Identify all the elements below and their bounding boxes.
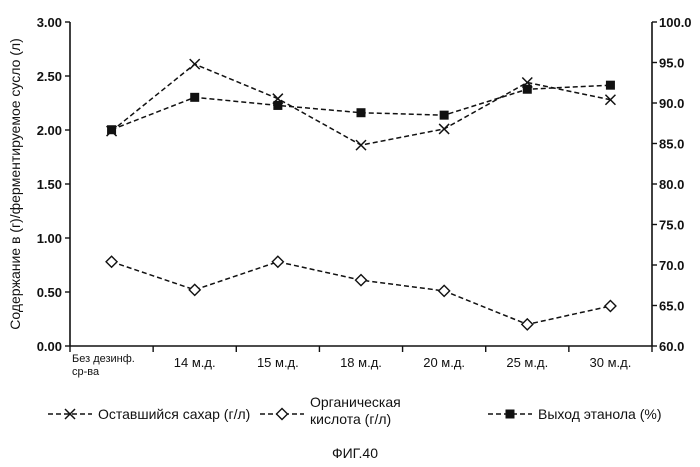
data-point-1 [356, 140, 366, 150]
right-tick-label: 60.0 [659, 339, 684, 354]
legend-label-2: Органическая [310, 394, 401, 410]
data-point-1 [439, 124, 449, 134]
data-point-3 [273, 101, 282, 110]
legend-label-3: Выход этанола (%) [538, 406, 661, 422]
chart-axes [70, 22, 652, 346]
x-tick-label: ср-ва [72, 366, 100, 378]
data-point-3 [606, 81, 615, 90]
right-tick-label: 70.0 [659, 258, 684, 273]
right-tick-label: 80.0 [659, 177, 684, 192]
x-tick-label: 14 м.д. [174, 355, 216, 370]
left-tick-label: 2.00 [37, 123, 62, 138]
legend-marker-3 [506, 410, 515, 419]
data-point-3 [523, 85, 532, 94]
left-tick-label: 0.00 [37, 339, 62, 354]
chart-legend: Оставшийся сахар (г/л) Органическаякислот… [48, 394, 661, 427]
left-tick-label: 1.50 [37, 177, 62, 192]
right-tick-label: 65.0 [659, 299, 684, 314]
x-tick-label: 25 м.д. [506, 355, 548, 370]
left-tick-label: 1.00 [37, 231, 62, 246]
right-tick-label: 75.0 [659, 218, 684, 233]
x-tick-label: Без дезинф. [72, 353, 135, 365]
series-line-2 [112, 262, 611, 325]
series-line-1 [112, 64, 611, 145]
right-tick-label: 100.0 [659, 15, 692, 30]
x-tick-label: 30 м.д. [590, 355, 632, 370]
legend-label-2: кислота (г/л) [310, 411, 391, 427]
legend-marker-2 [277, 409, 288, 420]
data-point-2 [189, 284, 200, 295]
y-axis-label: Содержание в (г)/ферментируемое сусло (л… [7, 38, 23, 330]
data-point-2 [439, 285, 450, 296]
data-point-2 [522, 319, 533, 330]
chart-series [106, 59, 616, 330]
series-line-3 [112, 85, 611, 130]
right-tick-label: 95.0 [659, 56, 684, 71]
x-tick-label: 20 м.д. [423, 355, 465, 370]
x-tick-label: 18 м.д. [340, 355, 382, 370]
left-tick-label: 0.50 [37, 285, 62, 300]
data-point-2 [272, 256, 283, 267]
figure-caption: ФИГ.40 [332, 445, 378, 461]
x-tick-label: 15 м.д. [257, 355, 299, 370]
data-point-3 [440, 111, 449, 120]
data-point-2 [356, 275, 367, 286]
right-tick-label: 85.0 [659, 137, 684, 152]
legend-label-1: Оставшийся сахар (г/л) [98, 406, 250, 422]
data-point-3 [107, 125, 116, 134]
left-tick-label: 3.00 [37, 15, 62, 30]
left-tick-label: 2.50 [37, 69, 62, 84]
data-point-1 [190, 59, 200, 69]
data-point-3 [190, 93, 199, 102]
chart-ticks: 0.00 0.50 1.00 1.50 2.00 2.50 3.00 60.0 65.0 70.0… [37, 15, 692, 378]
data-point-2 [605, 301, 616, 312]
data-point-2 [106, 256, 117, 267]
right-tick-label: 90.0 [659, 96, 684, 111]
data-point-3 [357, 108, 366, 117]
